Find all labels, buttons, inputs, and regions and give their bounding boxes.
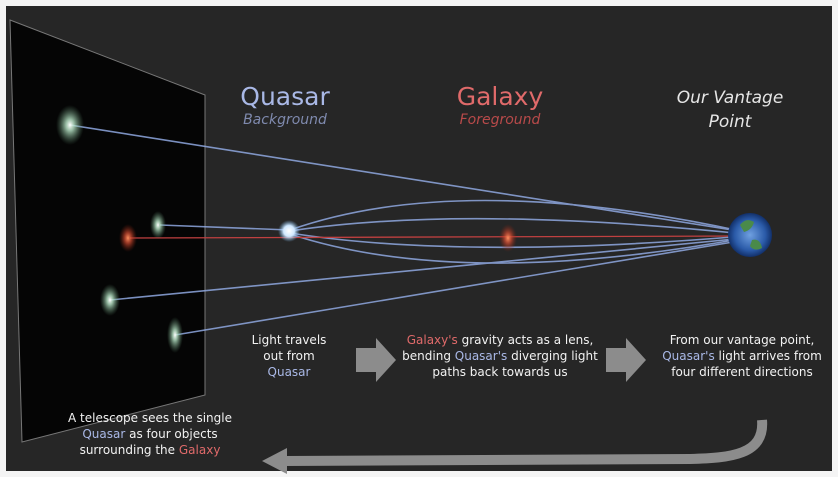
image-blob [56,105,84,145]
highlight: Quasar's [455,349,508,363]
step-text: From our vantage point, Quasar's light a… [650,332,834,380]
quasar-icon [278,220,300,242]
step-text: Galaxy's gravity acts as a lens, bending… [402,332,598,380]
step-text: Light travels out from Quasar [240,332,338,380]
earth-icon [728,213,772,257]
highlight: Galaxy [179,443,221,457]
quasar-subtitle: Background [215,112,355,128]
text: Light travels out from [252,333,327,363]
galaxy-icon [499,224,517,252]
image-blob [150,211,166,239]
highlight: Galaxy's [407,333,458,347]
text: A telescope sees the single [68,411,232,425]
image-blob [100,284,120,316]
image-blob [167,317,183,353]
infographic: Quasar Background Galaxy Foreground Our … [0,0,838,477]
diagram-art [0,0,838,477]
text: From our vantage point, [670,333,815,347]
telescope-text: A telescope sees the single Quasar as fo… [55,410,245,458]
highlight: Quasar [268,365,311,379]
highlight: Quasar [82,427,125,441]
vantage-title: Our Vantage Point [670,86,790,134]
highlight: Quasar's [662,349,715,363]
galaxy-title: Galaxy [430,82,570,111]
galaxy-image [119,224,137,252]
galaxy-subtitle: Foreground [430,112,570,128]
sky-panel [10,20,205,442]
quasar-title: Quasar [215,82,355,111]
